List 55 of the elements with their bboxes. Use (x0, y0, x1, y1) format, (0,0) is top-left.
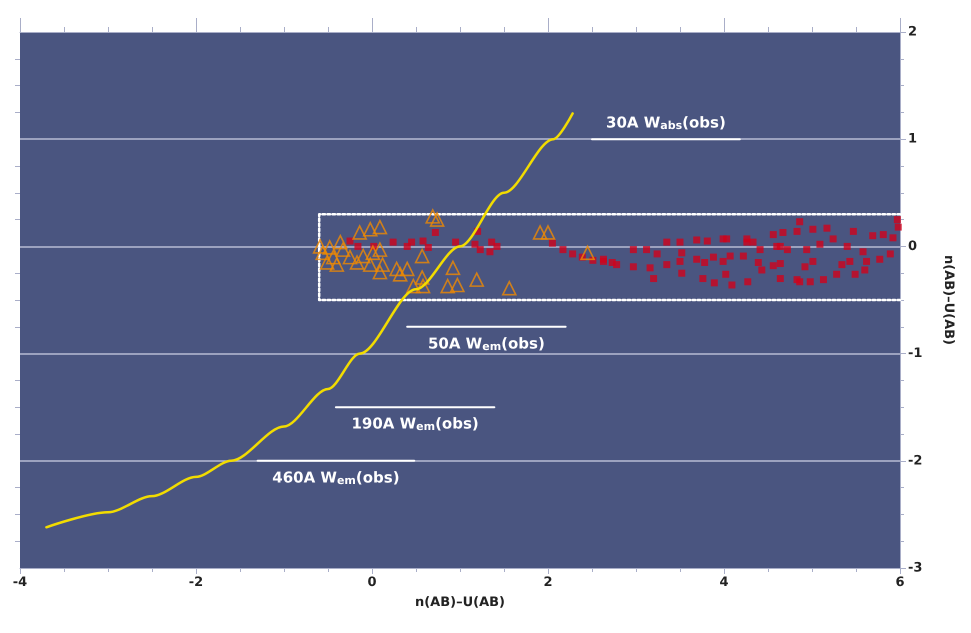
point (502, 280, 517, 296)
point (350, 255, 364, 270)
y-tick-label: 0 (908, 238, 918, 254)
point (320, 255, 334, 270)
line-series (45, 112, 574, 529)
point (400, 262, 414, 276)
point (352, 225, 367, 240)
point (440, 278, 455, 294)
y-tick-label: 1 (908, 132, 918, 147)
point (450, 278, 465, 292)
point (392, 266, 408, 282)
point (356, 248, 370, 264)
y-tick-label: -2 (908, 453, 922, 468)
point (336, 242, 350, 257)
point (469, 272, 484, 287)
x-tick-label: 6 (895, 575, 905, 590)
point (330, 257, 344, 272)
x-axis-title: n(AB)–U(AB) (414, 595, 506, 610)
series-label: 460A Wem(obs) (272, 468, 400, 487)
series-label: 30A Wabs(obs) (606, 114, 726, 132)
point (362, 257, 378, 272)
point (580, 246, 595, 260)
point (366, 246, 380, 260)
y-tick-label: 2 (908, 24, 918, 40)
x-tick-label: -2 (188, 575, 204, 590)
x-tick-label: 4 (719, 575, 729, 590)
x-tick-label: -4 (12, 575, 28, 590)
point (372, 220, 388, 234)
point (406, 278, 421, 294)
point (342, 250, 358, 264)
series-label: 190A Wem(obs) (351, 414, 479, 434)
point (532, 225, 548, 240)
point (446, 260, 460, 276)
point (322, 240, 338, 255)
point (414, 248, 430, 264)
point (333, 234, 348, 250)
y-tick-label: -1 (908, 346, 922, 362)
point (312, 239, 328, 254)
point (315, 246, 330, 260)
point (414, 270, 430, 285)
y-axis-title: n(AB)–U(AB) (941, 254, 956, 346)
x-tick-label: 2 (543, 575, 553, 590)
point (416, 278, 430, 294)
x-tick-label: 0 (367, 575, 377, 590)
point (430, 212, 444, 227)
point (540, 225, 556, 240)
point (425, 209, 440, 224)
point (372, 264, 388, 280)
point (375, 257, 390, 272)
point (362, 222, 378, 237)
series-label: 50A Wem(obs) (428, 334, 545, 353)
point (389, 262, 404, 276)
y-tick-label: -3 (908, 560, 922, 576)
point (326, 250, 341, 264)
point (372, 242, 388, 257)
